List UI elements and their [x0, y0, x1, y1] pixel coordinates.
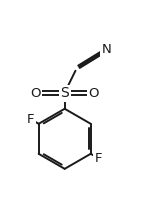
Text: O: O [30, 87, 41, 100]
Text: F: F [27, 113, 34, 126]
Text: S: S [60, 86, 69, 100]
Text: N: N [102, 43, 112, 56]
Text: O: O [89, 87, 99, 100]
Text: F: F [95, 152, 102, 165]
